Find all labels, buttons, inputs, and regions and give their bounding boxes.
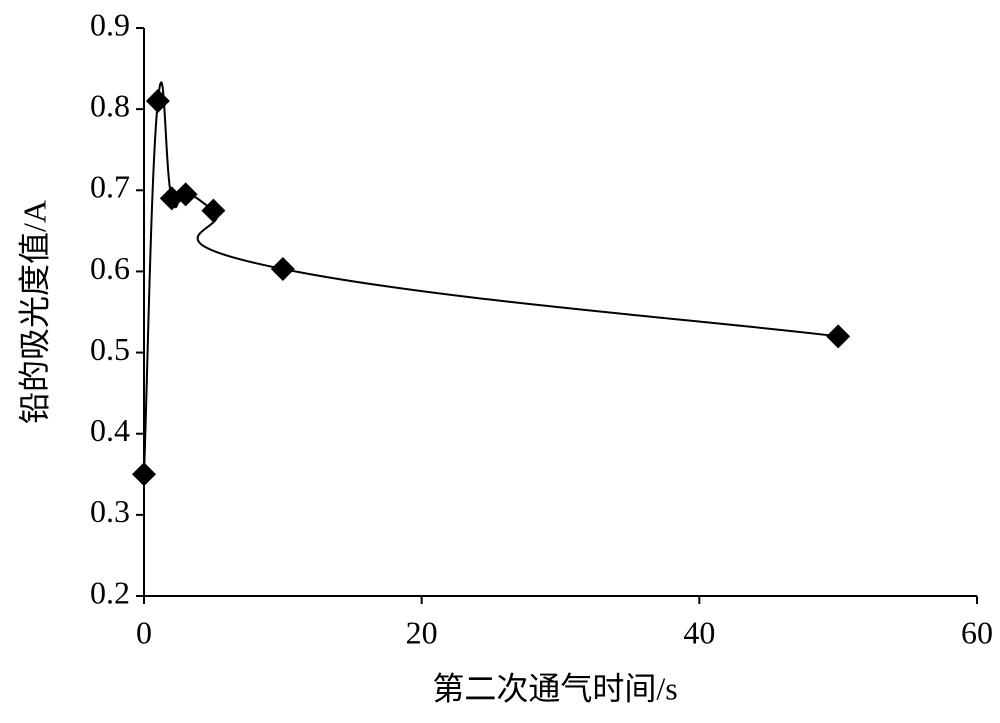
- marker: [132, 462, 156, 487]
- marker: [145, 89, 170, 114]
- y-tick-label: 0.5: [90, 331, 130, 367]
- y-axis-label: 铅的吸光度值/A: [16, 200, 52, 424]
- y-tick-label: 0.9: [90, 6, 130, 42]
- marker: [201, 198, 226, 223]
- marker: [270, 256, 295, 281]
- y-tick-label: 0.2: [90, 574, 130, 610]
- y-tick-label: 0.3: [90, 493, 130, 529]
- y-tick-label: 0.6: [90, 250, 130, 286]
- y-tick-label: 0.8: [90, 87, 130, 123]
- x-tick-label: 20: [406, 614, 438, 650]
- curve: [143, 81, 839, 475]
- marker: [826, 324, 851, 349]
- x-tick-label: 0: [136, 614, 152, 650]
- x-tick-label: 60: [961, 614, 993, 650]
- y-tick-label: 0.4: [90, 412, 130, 448]
- marker: [173, 182, 198, 207]
- y-tick-label: 0.7: [90, 169, 130, 205]
- x-axis-label: 第二次通气时间/s: [432, 670, 677, 706]
- x-tick-label: 40: [683, 614, 715, 650]
